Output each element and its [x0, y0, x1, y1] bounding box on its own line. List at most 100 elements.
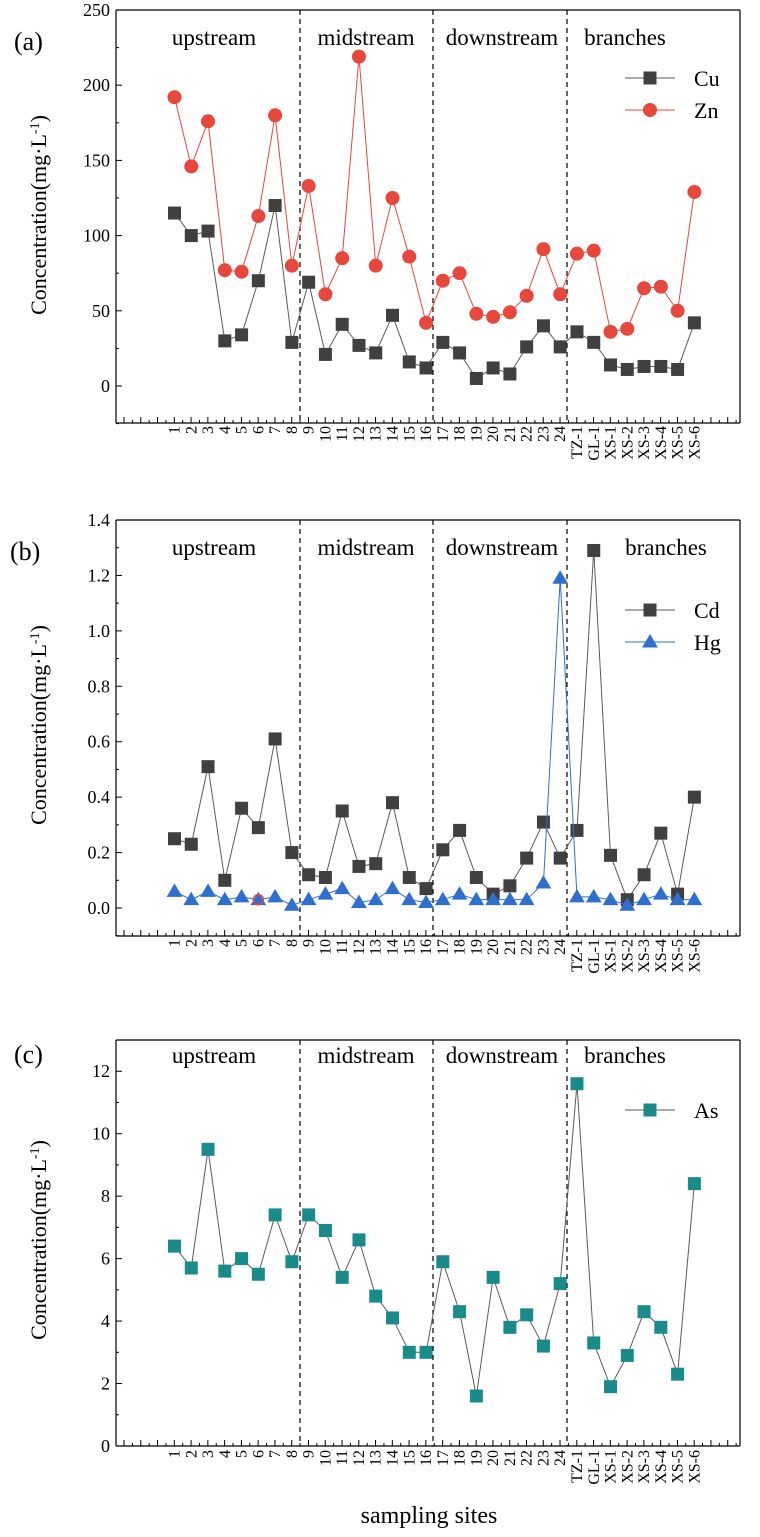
data-point-Hg	[284, 897, 300, 911]
y-tick-label: 8	[101, 1186, 110, 1206]
data-point-Cu	[604, 358, 618, 372]
data-point-As	[620, 1348, 634, 1362]
data-point-Zn	[234, 264, 249, 279]
x-tick-label: 10	[317, 1450, 334, 1466]
legend-marker-Cu	[643, 71, 657, 85]
x-tick-label: 24	[552, 1450, 569, 1466]
series-line-Zn	[174, 56, 695, 333]
y-axis-label-sup: -1	[28, 122, 43, 134]
series-line-Cd	[174, 550, 695, 901]
data-point-As	[402, 1345, 416, 1359]
data-point-As	[251, 1267, 265, 1281]
x-tick-label: 6	[250, 1450, 267, 1458]
x-tick-label: 21	[502, 939, 519, 955]
data-point-Cd	[335, 804, 349, 818]
data-point-Hg	[183, 891, 200, 906]
y-axis-label-close: )	[26, 115, 51, 122]
data-point-As	[587, 1336, 601, 1350]
y-tick-label: 0.4	[88, 787, 111, 807]
stray-marker	[252, 893, 265, 906]
x-tick-label: 19	[468, 426, 485, 442]
data-point-As	[352, 1233, 366, 1247]
x-tick-label: 17	[435, 939, 452, 955]
data-point-Cu	[671, 362, 685, 376]
data-point-Cu	[570, 325, 584, 339]
x-tick-label: 15	[401, 1450, 418, 1466]
data-point-As	[553, 1277, 567, 1291]
data-point-Cd	[302, 868, 316, 882]
data-point-As	[318, 1224, 332, 1238]
x-tick-label: 9	[301, 426, 318, 434]
data-point-Hg	[267, 888, 283, 903]
data-point-Hg	[166, 883, 183, 897]
data-point-Zn	[452, 266, 467, 281]
x-tick-label: 2	[183, 939, 200, 947]
data-point-Cu	[469, 371, 483, 385]
data-point-As	[654, 1320, 668, 1334]
x-tick-label: 5	[234, 1450, 251, 1458]
panel-label: (a)	[14, 27, 43, 56]
x-tick-label: 12	[351, 426, 368, 442]
x-tick-label: 11	[334, 1450, 351, 1465]
data-point-Hg	[200, 883, 216, 897]
data-point-Cu	[654, 359, 668, 373]
data-point-Hg	[585, 888, 602, 903]
data-point-Cu	[620, 362, 634, 376]
x-tick-label: 13	[368, 1450, 385, 1466]
x-tick-label: 8	[284, 426, 301, 434]
y-tick-label: 50	[92, 301, 110, 321]
data-point-Hg	[636, 891, 652, 906]
y-tick-label: 4	[101, 1311, 110, 1331]
data-point-As	[469, 1389, 483, 1403]
panel-label: (b)	[10, 537, 40, 566]
data-point-Cu	[453, 346, 467, 360]
data-point-Cd	[184, 837, 198, 851]
x-tick-label: 7	[267, 1450, 284, 1458]
x-tick-label: 22	[519, 426, 536, 442]
legend-marker-As	[643, 1103, 657, 1117]
data-point-Hg	[652, 886, 669, 900]
legend-label-Cu: Cu	[694, 66, 720, 91]
data-point-Hg	[535, 875, 552, 889]
data-point-Cd	[469, 871, 483, 885]
region-label-downstream: downstream	[446, 25, 559, 50]
x-tick-label: XS-6	[686, 1450, 703, 1484]
data-point-Zn	[217, 263, 232, 278]
x-tick-label: 6	[250, 939, 267, 947]
x-tick-label: 12	[351, 939, 368, 955]
data-point-Hg	[502, 891, 518, 906]
data-point-As	[520, 1308, 534, 1322]
data-point-As	[386, 1311, 400, 1325]
x-tick-label: 18	[452, 939, 469, 955]
x-tick-label: 3	[200, 1450, 217, 1458]
y-tick-label: 150	[83, 150, 110, 170]
data-point-Zn	[569, 246, 584, 261]
y-tick-label: 200	[83, 75, 110, 95]
data-point-Cu	[302, 275, 316, 289]
y-tick-label: 0.6	[88, 732, 111, 752]
data-point-Zn	[536, 242, 551, 257]
x-tick-label: 17	[435, 426, 452, 442]
x-tick-label: TZ-1	[569, 939, 586, 972]
region-label-upstream: upstream	[172, 25, 256, 50]
y-tick-label: 2	[101, 1374, 110, 1394]
x-tick-label: 11	[334, 939, 351, 954]
x-tick-label: GL-1	[586, 1450, 603, 1485]
x-tick-label: XS-1	[603, 426, 620, 460]
data-point-Cu	[235, 328, 249, 342]
y-axis-label: Concentration(mg·L-1)	[26, 115, 51, 315]
legend-label-Hg: Hg	[694, 630, 721, 655]
data-point-Cu	[268, 199, 282, 213]
data-point-Cu	[352, 338, 366, 352]
data-point-As	[168, 1239, 181, 1253]
x-tick-label: XS-6	[686, 939, 703, 973]
x-tick-label: 24	[552, 939, 569, 955]
x-tick-label: 3	[200, 426, 217, 434]
data-point-Hg	[451, 886, 468, 900]
y-axis-label: Concentration(mg·L-1)	[26, 1140, 51, 1340]
x-tick-label: 4	[217, 1450, 234, 1458]
legend-marker-Hg	[642, 634, 658, 648]
data-point-Cd	[604, 848, 618, 862]
